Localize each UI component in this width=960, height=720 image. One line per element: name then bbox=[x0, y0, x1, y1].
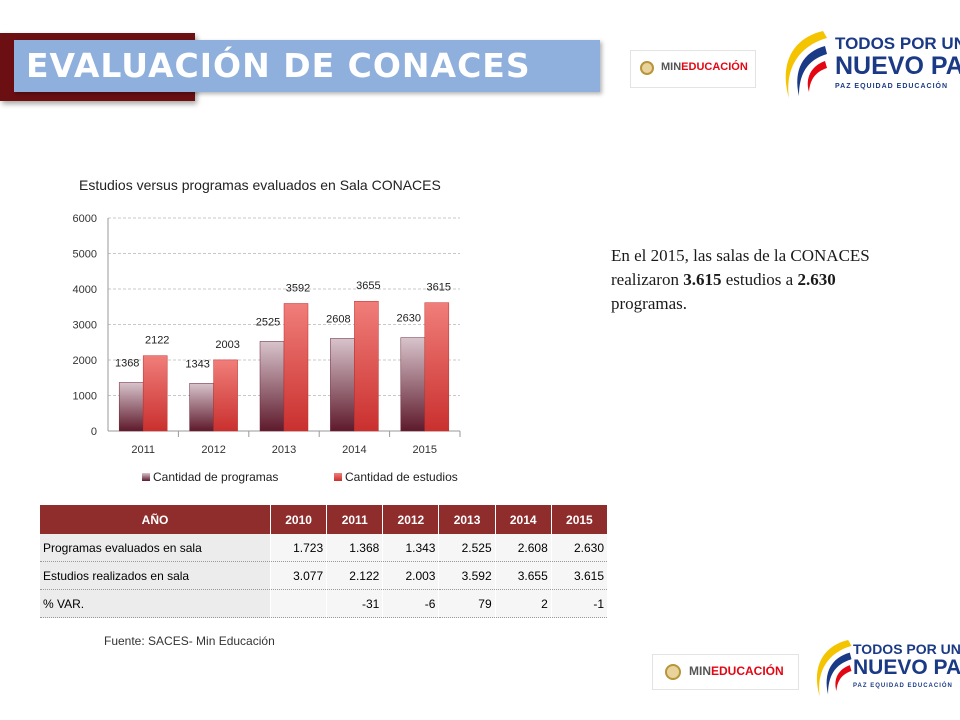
bar-estudios bbox=[213, 359, 238, 432]
todos-por-un-nuevo-pais-logo: TODOS POR UN NUEVO PAÍS PAZ EQUIDAD EDUC… bbox=[775, 28, 960, 108]
bar-programas bbox=[400, 337, 426, 432]
data-label: 2608 bbox=[326, 313, 350, 325]
table-row: Estudios realizados en sala 3.077 2.122 … bbox=[40, 561, 609, 590]
x-tick-label: 2012 bbox=[201, 444, 225, 456]
table-cell: 2.630 bbox=[551, 534, 609, 562]
x-tick-label: 2011 bbox=[131, 444, 155, 456]
table-cell: Programas evaluados en sala bbox=[40, 534, 271, 562]
mineducacion-logo-bottom: MINEDUCACIÓN bbox=[652, 654, 799, 690]
table-cell: 3.077 bbox=[270, 561, 328, 590]
table-cell: 79 bbox=[438, 589, 496, 618]
title-bar bbox=[14, 40, 600, 92]
chart-title: Estudios versus programas evaluados en S… bbox=[79, 177, 441, 193]
table-cell: 1.343 bbox=[382, 534, 440, 562]
table-header-cell: 2010 bbox=[270, 505, 328, 534]
data-label: 2003 bbox=[215, 339, 239, 351]
data-label: 2122 bbox=[145, 335, 169, 347]
bar-estudios bbox=[142, 355, 168, 432]
data-label: 2525 bbox=[256, 316, 280, 328]
table-header-cell: 2015 bbox=[551, 505, 609, 534]
table-cell: 1.723 bbox=[270, 534, 328, 562]
mineducacion-logo-text: MINEDUCACIÓN bbox=[661, 61, 748, 73]
table-cell: 2 bbox=[495, 589, 552, 618]
bar-estudios bbox=[354, 300, 379, 432]
table-header-cell: AÑO bbox=[40, 505, 271, 534]
table-cell: % VAR. bbox=[40, 589, 271, 618]
table-cell: 2.608 bbox=[495, 534, 552, 562]
table-header-cell: 2013 bbox=[438, 505, 496, 534]
table-cell: Estudios realizados en sala bbox=[40, 561, 271, 590]
table-cell: 1.368 bbox=[326, 534, 384, 562]
bar-programas bbox=[189, 383, 214, 432]
table-cell: -6 bbox=[382, 589, 440, 618]
table-header-row: AÑO 2010 2011 2012 2013 2014 2015 bbox=[40, 505, 609, 534]
todos-por-un-nuevo-pais-logo-bottom: TODOS POR UN NUEVO PAÍS PAZ EQUIDAD EDUC… bbox=[808, 636, 960, 711]
mineducacion-logo-text: MINEDUCACIÓN bbox=[689, 664, 784, 678]
table-cell: 3.615 bbox=[551, 561, 609, 590]
bar-estudios bbox=[283, 303, 309, 432]
colombia-seal-icon bbox=[640, 61, 654, 75]
y-tick-label: 4000 bbox=[73, 284, 97, 296]
y-tick-label: 1000 bbox=[73, 391, 97, 403]
table-cell bbox=[270, 589, 328, 618]
y-tick-label: 2000 bbox=[73, 355, 97, 367]
bar-programas bbox=[330, 338, 355, 432]
table-row: % VAR. -31 -6 79 2 -1 bbox=[40, 589, 609, 618]
table-header-cell: 2011 bbox=[326, 505, 384, 534]
data-label: 3592 bbox=[286, 282, 310, 294]
summary-note: En el 2015, las salas de la CONACES real… bbox=[611, 246, 870, 313]
data-label: 3615 bbox=[427, 282, 451, 294]
table-row: Programas evaluados en sala 1.723 1.368 … bbox=[40, 534, 609, 562]
todos-por-un-nuevo-pais-emblem-icon bbox=[817, 640, 852, 697]
table-header-cell: 2014 bbox=[495, 505, 552, 534]
table-cell: 2.003 bbox=[382, 561, 440, 590]
table-cell: -31 bbox=[326, 589, 384, 618]
data-label: 3655 bbox=[356, 280, 380, 292]
x-tick-label: 2015 bbox=[413, 444, 437, 456]
mineducacion-logo: MINEDUCACIÓN bbox=[630, 50, 756, 88]
legend-swatch-programas bbox=[142, 473, 150, 481]
todos-por-un-nuevo-pais-emblem-icon bbox=[785, 31, 827, 98]
page-title: EVALUACIÓN DE CONACES bbox=[26, 46, 531, 85]
bar-programas bbox=[259, 341, 285, 432]
x-tick-label: 2013 bbox=[272, 444, 296, 456]
legend-swatch-estudios bbox=[334, 473, 342, 481]
data-table: AÑO 2010 2011 2012 2013 2014 2015 Progra… bbox=[40, 505, 609, 618]
bar-programas bbox=[118, 382, 144, 432]
data-label: 2630 bbox=[397, 313, 421, 325]
bar-chart: 0 1000 2000 3000 4000 5000 6000 2011 1368 2122 201… bbox=[73, 213, 461, 484]
table-cell: 3.655 bbox=[495, 561, 552, 590]
x-tick-label: 2014 bbox=[342, 444, 366, 456]
data-label: 1343 bbox=[185, 358, 209, 370]
table-cell: -1 bbox=[551, 589, 609, 618]
bar-estudios bbox=[424, 302, 450, 432]
y-tick-label: 0 bbox=[91, 426, 97, 438]
y-tick-label: 3000 bbox=[73, 320, 97, 332]
table-header-cell: 2012 bbox=[382, 505, 440, 534]
y-tick-label: 6000 bbox=[73, 213, 97, 225]
legend-label: Cantidad de estudios bbox=[345, 470, 458, 484]
legend-label: Cantidad de programas bbox=[153, 470, 278, 484]
table-cell: 2.525 bbox=[438, 534, 496, 562]
table-cell: 3.592 bbox=[438, 561, 496, 590]
colombia-seal-icon bbox=[665, 664, 681, 680]
source-note: Fuente: SACES- Min Educación bbox=[104, 634, 275, 648]
table-cell: 2.122 bbox=[326, 561, 384, 590]
y-tick-label: 5000 bbox=[73, 249, 97, 261]
data-label: 1368 bbox=[115, 357, 139, 369]
